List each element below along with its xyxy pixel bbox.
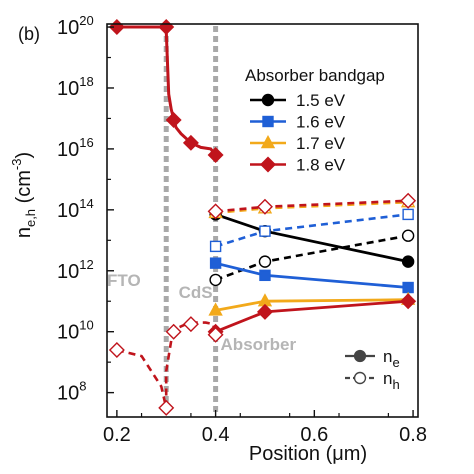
bandgap-legend: Absorber bandgap 1.5 eV 1.6 eV 1.7 eV 1.8 e… [245,66,385,175]
x-tick-label: 0.2 [103,424,131,446]
front-hole-point [207,326,224,343]
legend-title: Absorber bandgap [245,66,385,85]
point-electrons-0 [401,255,415,268]
legend-label-3: 1.8 eV [296,156,346,175]
y-axis-ticks: 108 1010 1012 1014 1016 1018 1020 [57,13,114,405]
front-hole-point [182,316,199,333]
carrier-style-legend: ne nh [345,347,400,392]
x-tick-label: 0.6 [300,424,328,446]
front-hole-point [158,399,175,416]
region-label-fto: FTO [107,271,141,290]
legend-marker-3 [260,156,276,173]
point-holes-1 [209,240,222,253]
region-label-cds: CdS [179,283,213,302]
panel-label: (b) [18,24,40,44]
y-tick-label: 1016 [57,135,94,161]
y-tick-label: 1010 [57,318,94,344]
point-holes-3 [207,203,224,220]
y-tick-label: 1020 [57,13,94,39]
legend-marker-0 [261,93,275,107]
region-labels: FTO CdS Absorber [107,271,296,354]
point-electrons-1 [259,269,271,282]
point-electrons-1 [209,257,222,269]
x-tick-label: 0.8 [399,424,427,446]
series-holes-3 [215,199,409,213]
point-holes-3 [400,192,417,209]
point-holes-0 [401,229,415,242]
point-electrons-3 [400,293,417,310]
legend-label-1: 1.6 eV [296,113,346,132]
legend-marker-2 [260,135,276,149]
front-hole-point [108,341,125,358]
interface-lines [163,26,219,415]
series-electrons-1 [215,261,409,289]
point-electrons-1 [402,281,414,294]
plot-frame [106,23,419,418]
legend-label-nh: nh [383,369,400,392]
data-markers [108,19,417,416]
legend-label-2: 1.7 eV [296,134,346,153]
y-tick-label: 1014 [57,196,94,222]
front-hole-point [165,323,182,340]
legend-marker-ne [353,349,367,363]
legend-marker-1 [262,115,274,128]
y-tick-label: 1018 [57,74,94,100]
legend-label-0: 1.5 eV [296,91,346,110]
front-electron-point [165,111,182,128]
front-holes-curve [116,321,217,409]
point-holes-1 [402,208,414,221]
point-holes-0 [209,273,222,287]
front-electron-point [158,19,175,36]
x-axis-ticks: 0.2 0.4 0.6 0.8 [103,410,427,446]
point-holes-3 [256,198,273,215]
point-electrons-2 [208,302,223,316]
series-curves [215,199,409,333]
point-electrons-3 [256,303,273,320]
y-tick-label: 1012 [57,257,94,283]
y-axis-title: ne,h (cm-3) [9,152,38,238]
point-holes-0 [258,255,272,268]
region-label-absorber: Absorber [221,335,297,354]
front-electron-point [182,134,199,151]
x-axis-title: Position (μm) [249,443,367,465]
point-holes-1 [259,225,271,237]
y-tick-label: 108 [57,379,86,405]
legend-label-ne: ne [383,347,400,370]
legend-marker-nh [353,371,367,385]
x-tick-label: 0.4 [202,424,230,446]
front-electron-point [207,147,224,163]
